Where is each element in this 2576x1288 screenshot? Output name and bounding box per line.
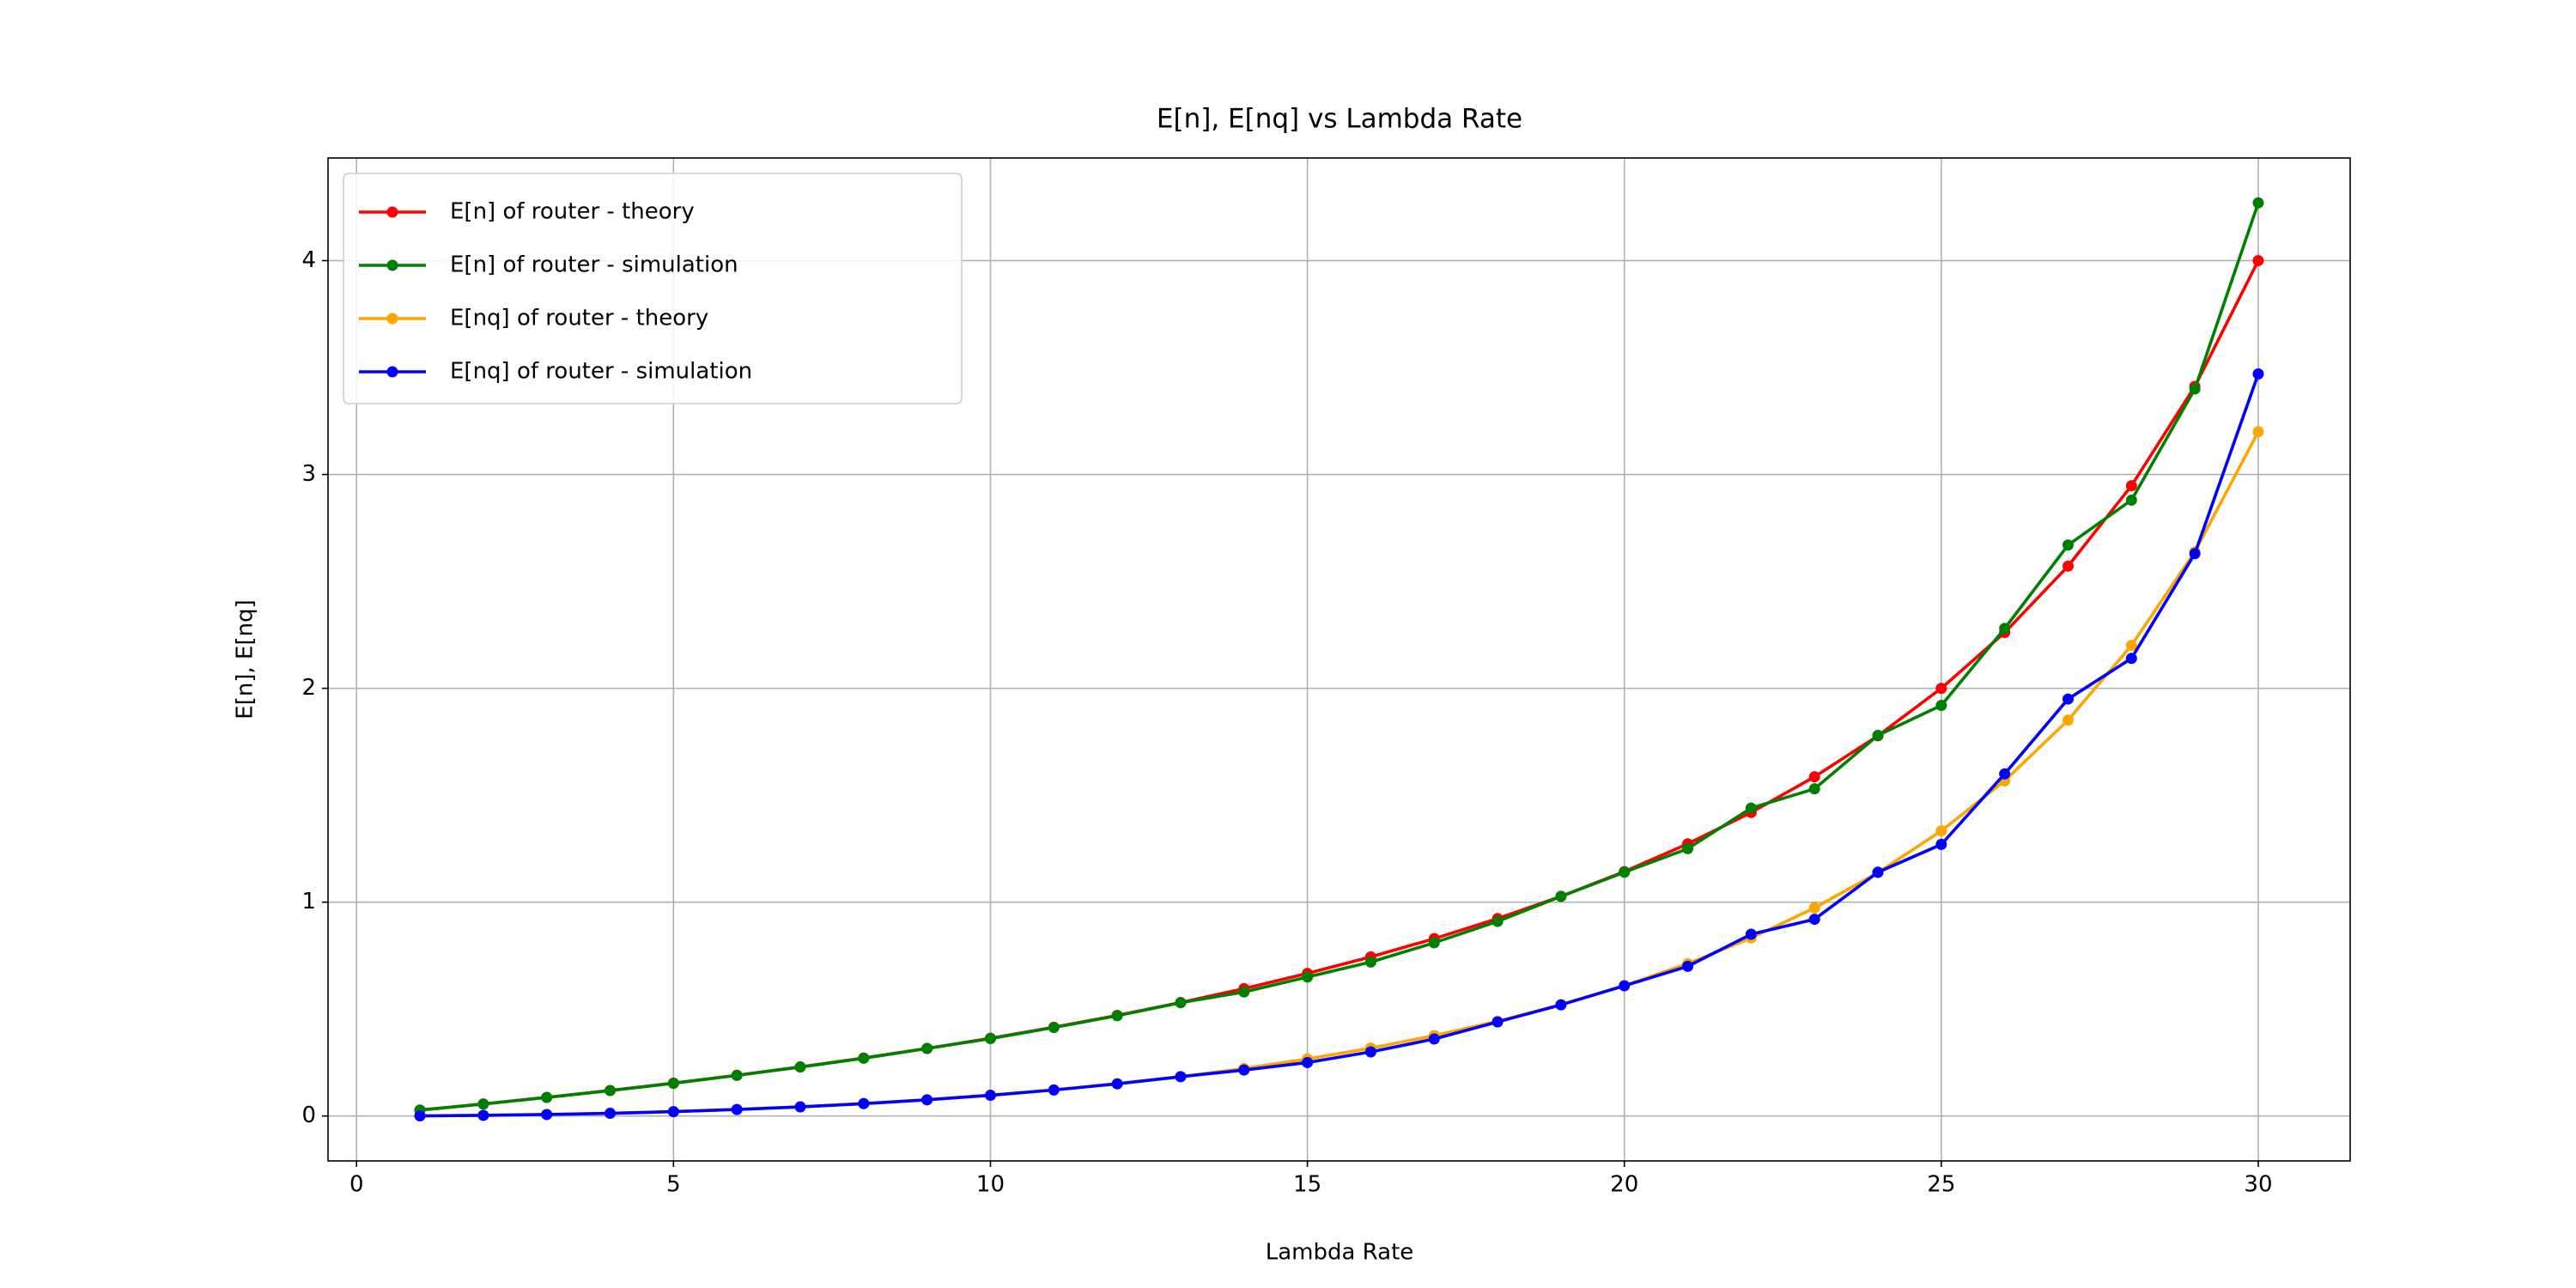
point (1428, 937, 1440, 949)
point (1999, 623, 2011, 635)
point (1935, 825, 1947, 837)
point (2252, 255, 2264, 267)
point (2062, 539, 2074, 551)
point (1238, 986, 1250, 998)
y-tick-label: 4 (301, 247, 316, 273)
point (605, 1108, 617, 1120)
point (984, 1090, 996, 1102)
point (1492, 915, 1504, 927)
point (1808, 771, 1820, 783)
point (414, 1110, 426, 1122)
point (1238, 1064, 1250, 1076)
point (2252, 368, 2264, 380)
line (420, 373, 2260, 1118)
point (2062, 714, 2074, 726)
point (1302, 1056, 1314, 1068)
point (1555, 999, 1567, 1011)
point (1555, 890, 1567, 902)
point (1048, 1084, 1060, 1096)
point (1935, 700, 1947, 712)
point (1808, 783, 1820, 795)
point (1935, 683, 1947, 695)
point (1872, 729, 1884, 741)
legend-label: E[nq] of router - simulation (450, 359, 752, 385)
point (731, 1069, 743, 1081)
point (2125, 494, 2137, 506)
point (1745, 802, 1757, 814)
point (1745, 928, 1757, 940)
point (2252, 197, 2264, 209)
point (1872, 866, 1884, 878)
point (1808, 914, 1820, 926)
legend-label: E[n] of router - theory (450, 199, 695, 225)
point (1111, 1078, 1123, 1090)
point (1808, 902, 1820, 914)
x-tick-label: 15 (1293, 1172, 1321, 1198)
point (1619, 980, 1631, 992)
point (731, 1103, 743, 1115)
point (1111, 1010, 1123, 1022)
y-axis-label: E[n], E[nq] (233, 599, 258, 719)
point (2062, 693, 2074, 705)
y-tick-label: 1 (301, 889, 316, 914)
legend-label: E[nq] of router - theory (450, 306, 708, 331)
point (794, 1101, 806, 1113)
point (1682, 842, 1694, 854)
point (2252, 426, 2264, 438)
point (1302, 971, 1314, 983)
line (419, 202, 2260, 1112)
point (1364, 956, 1376, 968)
point (794, 1061, 806, 1073)
point (2189, 548, 2201, 560)
y-tick-label: 2 (301, 675, 316, 701)
point (984, 1033, 996, 1045)
x-axis-label: Lambda Rate (1266, 1240, 1414, 1266)
point (1999, 768, 2011, 780)
point (2189, 383, 2201, 395)
point (858, 1097, 870, 1109)
point (605, 1084, 617, 1097)
x-tick-label: 5 (666, 1172, 681, 1198)
plot-frame (327, 157, 2351, 1162)
point (921, 1042, 933, 1054)
point (541, 1091, 553, 1103)
y-tick-label: 3 (301, 461, 316, 487)
point (1175, 997, 1187, 1009)
point (2125, 653, 2137, 665)
x-tick-label: 10 (976, 1172, 1005, 1198)
x-tick-label: 25 (1927, 1172, 1955, 1198)
point (1175, 1071, 1187, 1083)
point (1935, 838, 1947, 850)
point (2125, 640, 2137, 652)
point (1364, 1046, 1376, 1058)
legend-marker (386, 366, 398, 378)
legend-box (343, 173, 963, 404)
point (858, 1052, 870, 1064)
point (1619, 866, 1631, 878)
point (921, 1094, 933, 1106)
point (667, 1106, 679, 1118)
point (477, 1098, 489, 1110)
x-tick-label: 0 (349, 1172, 364, 1198)
line (420, 430, 2260, 1118)
x-tick-label: 30 (2244, 1172, 2272, 1198)
chart-title: E[n], E[nq] vs Lambda Rate (1157, 104, 1522, 135)
point (1048, 1022, 1060, 1034)
legend-label: E[n] of router - simulation (450, 252, 738, 278)
point (477, 1109, 489, 1121)
point (667, 1078, 679, 1090)
point (1492, 1016, 1504, 1028)
point (2062, 560, 2074, 572)
point (541, 1109, 553, 1121)
legend-marker (386, 313, 398, 325)
legend-marker (386, 259, 398, 271)
y-tick-label: 0 (301, 1103, 316, 1128)
point (2125, 480, 2137, 492)
point (1682, 960, 1694, 972)
point (1428, 1033, 1440, 1045)
legend-marker (386, 206, 398, 218)
x-tick-label: 20 (1610, 1172, 1638, 1198)
